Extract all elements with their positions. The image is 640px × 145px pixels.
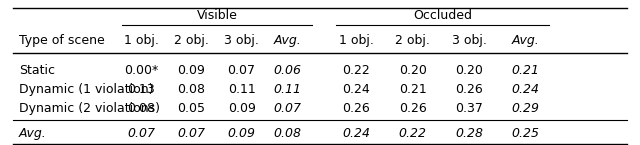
Text: 1 obj.: 1 obj.: [124, 34, 159, 47]
Text: 0.11: 0.11: [228, 83, 255, 96]
Text: 0.29: 0.29: [512, 102, 540, 115]
Text: 3 obj.: 3 obj.: [224, 34, 259, 47]
Text: 0.28: 0.28: [455, 127, 483, 140]
Text: 0.08: 0.08: [127, 102, 156, 115]
Text: 0.09: 0.09: [228, 102, 255, 115]
Text: Dynamic (1 violation): Dynamic (1 violation): [19, 83, 154, 96]
Text: 0.22: 0.22: [342, 64, 371, 77]
Text: 0.07: 0.07: [228, 64, 255, 77]
Text: 0.24: 0.24: [342, 83, 371, 96]
Text: 0.22: 0.22: [399, 127, 427, 140]
Text: 0.09: 0.09: [228, 127, 255, 140]
Text: 0.09: 0.09: [177, 64, 205, 77]
Text: 0.08: 0.08: [273, 127, 301, 140]
Text: 0.26: 0.26: [399, 102, 427, 115]
Text: 0.07: 0.07: [177, 127, 205, 140]
Text: 0.07: 0.07: [273, 102, 301, 115]
Text: 0.20: 0.20: [455, 64, 483, 77]
Text: 0.24: 0.24: [342, 127, 371, 140]
Text: 0.05: 0.05: [177, 102, 205, 115]
Text: 0.25: 0.25: [512, 127, 540, 140]
Text: 0.13: 0.13: [127, 83, 155, 96]
Text: 0.07: 0.07: [127, 127, 156, 140]
Text: Avg.: Avg.: [19, 127, 47, 140]
Text: 0.21: 0.21: [512, 64, 540, 77]
Text: 0.20: 0.20: [399, 64, 427, 77]
Text: 1 obj.: 1 obj.: [339, 34, 374, 47]
Text: 0.37: 0.37: [455, 102, 483, 115]
Text: 0.21: 0.21: [399, 83, 427, 96]
Text: Visible: Visible: [196, 9, 237, 22]
Text: Occluded: Occluded: [413, 9, 472, 22]
Text: 2 obj.: 2 obj.: [396, 34, 430, 47]
Text: Type of scene: Type of scene: [19, 34, 105, 47]
Text: 0.11: 0.11: [273, 83, 301, 96]
Text: 2 obj.: 2 obj.: [174, 34, 209, 47]
Text: Dynamic (2 violations): Dynamic (2 violations): [19, 102, 160, 115]
Text: 0.00*: 0.00*: [124, 64, 158, 77]
Text: Static: Static: [19, 64, 55, 77]
Text: 0.24: 0.24: [512, 83, 540, 96]
Text: Avg.: Avg.: [512, 34, 540, 47]
Text: 0.26: 0.26: [456, 83, 483, 96]
Text: 3 obj.: 3 obj.: [452, 34, 486, 47]
Text: 0.26: 0.26: [342, 102, 371, 115]
Text: 0.06: 0.06: [273, 64, 301, 77]
Text: 0.08: 0.08: [177, 83, 205, 96]
Text: Avg.: Avg.: [273, 34, 301, 47]
